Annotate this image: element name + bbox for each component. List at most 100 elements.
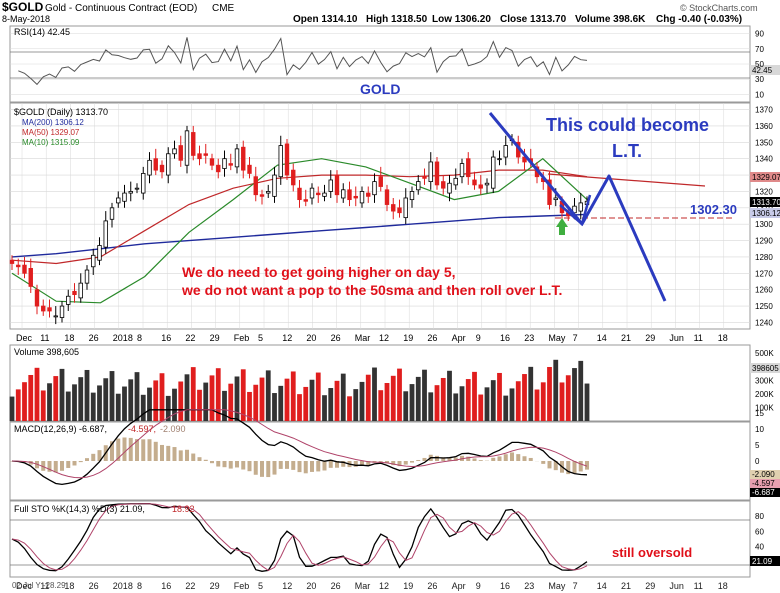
sto-label: Full STO %K(14,3) %D(3) 21.09, [14, 504, 145, 514]
candle-body [472, 179, 477, 186]
xaxis-bottom-label: 9 [476, 581, 481, 591]
candle-body [128, 191, 133, 194]
candle-body [491, 156, 496, 189]
macd-histogram-bar [510, 452, 514, 461]
volume-bar [484, 387, 490, 421]
macd-histogram-bar [503, 454, 508, 461]
xaxis-bottom-label: 16 [500, 581, 510, 591]
macd-histogram-bar [241, 461, 246, 470]
macd-histogram-bar [447, 457, 452, 461]
macd-histogram-bar [235, 461, 239, 468]
candle-body [191, 132, 196, 156]
rsi-label: RSI(14) 42.45 [14, 27, 70, 37]
legend-ma50: MA(50) 1329.07 [22, 128, 80, 137]
volume-bar [65, 391, 71, 421]
volume-bar [9, 396, 15, 421]
xaxis-label: 20 [306, 333, 316, 343]
volume-bar [265, 370, 271, 421]
rsi-gold-annotation: GOLD [360, 81, 400, 97]
xaxis-label: 8 [137, 333, 142, 343]
xaxis-label: Jun [669, 333, 684, 343]
volume-bar [559, 382, 565, 421]
xaxis-bottom-label: 5 [258, 581, 263, 591]
xaxis-label: 29 [645, 333, 655, 343]
candle-body [397, 207, 402, 214]
xaxis-label: 18 [64, 333, 74, 343]
macd-label: MACD(12,26,9) -6.687, [14, 424, 107, 434]
macd-histogram-bar [478, 460, 483, 461]
xaxis-bottom-label: 12 [379, 581, 389, 591]
macd-histogram-bar [497, 456, 502, 461]
xaxis-bottom-label: 14 [597, 581, 607, 591]
volume-bar [322, 395, 327, 421]
candle-body [422, 176, 427, 179]
candle-body [22, 264, 27, 274]
volume-bar [534, 389, 540, 421]
volume-bar [309, 379, 315, 421]
candle-body [147, 159, 152, 176]
volume-bar [103, 378, 109, 421]
candle-body [484, 182, 490, 186]
trendline-red [547, 173, 706, 187]
macd-histogram-bar [303, 461, 308, 474]
macd-histogram-bar [178, 450, 183, 461]
rsi-tick-label: 90 [755, 30, 764, 39]
xaxis-bottom-label: 7 [573, 581, 578, 591]
candle-body [334, 174, 340, 196]
ma200-line [11, 213, 588, 258]
xaxis-label: 2018 [113, 333, 133, 343]
candle-body [322, 192, 327, 197]
xaxis-label: 11 [694, 333, 703, 343]
candle-body [359, 191, 365, 204]
xaxis-label: Feb [234, 333, 250, 343]
candle-body [553, 197, 558, 201]
volume-bar [90, 392, 96, 421]
volume-bar [47, 383, 52, 421]
candle-body [409, 191, 415, 201]
volume-bar [178, 381, 184, 421]
volume-bar [409, 384, 415, 421]
volume-bar [78, 377, 84, 421]
candle-body [209, 158, 215, 166]
price-tick-label: 1250 [755, 302, 773, 311]
xaxis-label: 26 [89, 333, 99, 343]
xaxis-bottom-label: 16 [161, 581, 171, 591]
volume-bar [259, 377, 265, 421]
macd-histogram-bar [385, 461, 389, 464]
volume-bar [53, 376, 59, 421]
macd-histogram-bar [153, 441, 158, 461]
projection-line [488, 112, 667, 302]
volume-bar [122, 386, 127, 421]
macd-histogram-bar [122, 437, 127, 461]
macd-tick-label: 5 [755, 441, 760, 450]
xaxis-bottom-label: 23 [524, 581, 534, 591]
candle-body [259, 194, 265, 197]
candle-body [247, 164, 252, 174]
volume-bar [165, 395, 171, 421]
candle-body [103, 220, 108, 248]
price-tick-label: 1280 [755, 253, 773, 262]
candle-body [184, 130, 190, 166]
close-badge-bg [750, 197, 780, 207]
volume-bar [72, 384, 77, 421]
macd-histogram-bar [572, 461, 577, 474]
candle-body [416, 181, 421, 191]
macd-histogram-bar [53, 461, 58, 473]
symbol: $GOLD [2, 0, 44, 14]
macd-histogram-bar [291, 461, 296, 470]
macd-histogram-bar [391, 461, 396, 466]
volume-bar [334, 380, 340, 421]
candle-body [166, 153, 171, 176]
xaxis-bottom-label: 26 [331, 581, 341, 591]
close-badge: 1313.70 [752, 198, 780, 207]
candle-body [503, 145, 508, 158]
high-value: High 1318.50 [366, 14, 428, 25]
macd-histogram-bar [403, 461, 408, 465]
macd-histogram-bar [522, 456, 527, 461]
candle-body [16, 264, 21, 268]
candle-body [303, 199, 308, 202]
volume-tick-label: 100K [755, 403, 774, 412]
macd-histogram-bar [378, 461, 383, 462]
macd-badge-3: -6.687 [752, 488, 775, 497]
